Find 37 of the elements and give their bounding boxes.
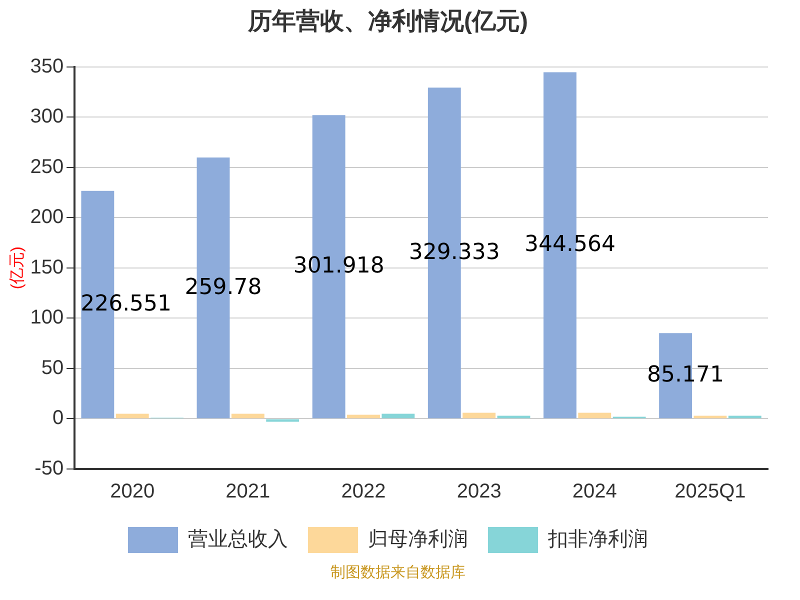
- x-tick-label: 2025Q1: [674, 480, 746, 503]
- bar: [462, 412, 496, 418]
- data-label: 85.171: [647, 362, 724, 388]
- x-tick-label: 2023: [456, 480, 502, 503]
- y-tick-label: 150: [30, 256, 64, 278]
- y-tick-label: 350: [30, 55, 64, 78]
- y-tick-label: 0: [52, 407, 64, 430]
- bar: [694, 416, 727, 418]
- text: 制图数据来自数据库: [330, 563, 466, 582]
- bar: [497, 416, 530, 418]
- legend-label: 营业总收入: [188, 528, 288, 551]
- legend-label: 归母净利润: [368, 528, 468, 551]
- bar: [231, 414, 264, 418]
- x-tick-label: 2022: [341, 480, 386, 503]
- x-tick-label: 2020: [110, 480, 155, 503]
- bar: [728, 416, 762, 418]
- x-tick-label: 2024: [572, 480, 617, 503]
- bar: [116, 414, 149, 418]
- y-tick-label: 300: [30, 106, 64, 128]
- data-label: 226.551: [80, 292, 172, 317]
- x-tick-label: 2021: [226, 480, 270, 503]
- bar: [382, 414, 415, 418]
- bar: [266, 419, 300, 422]
- data-label: 259.78: [184, 274, 262, 300]
- y-tick-label: 200: [30, 206, 64, 228]
- y-tick-label: 250: [30, 156, 64, 178]
- data-label: 301.918: [293, 254, 384, 279]
- data-label: 344.564: [524, 232, 616, 258]
- bar: [578, 412, 612, 418]
- chart-title: 历年营收、净利情况(亿元): [247, 8, 528, 36]
- y-tick-label: 50: [41, 356, 64, 379]
- legend-label: 扣非净利润: [547, 528, 648, 551]
- bar: [347, 414, 380, 418]
- data-label: 329.333: [408, 240, 500, 265]
- y-axis-title: (亿元): [9, 246, 26, 290]
- y-tick-label: -50: [34, 458, 64, 480]
- y-tick-label: 100: [30, 306, 64, 329]
